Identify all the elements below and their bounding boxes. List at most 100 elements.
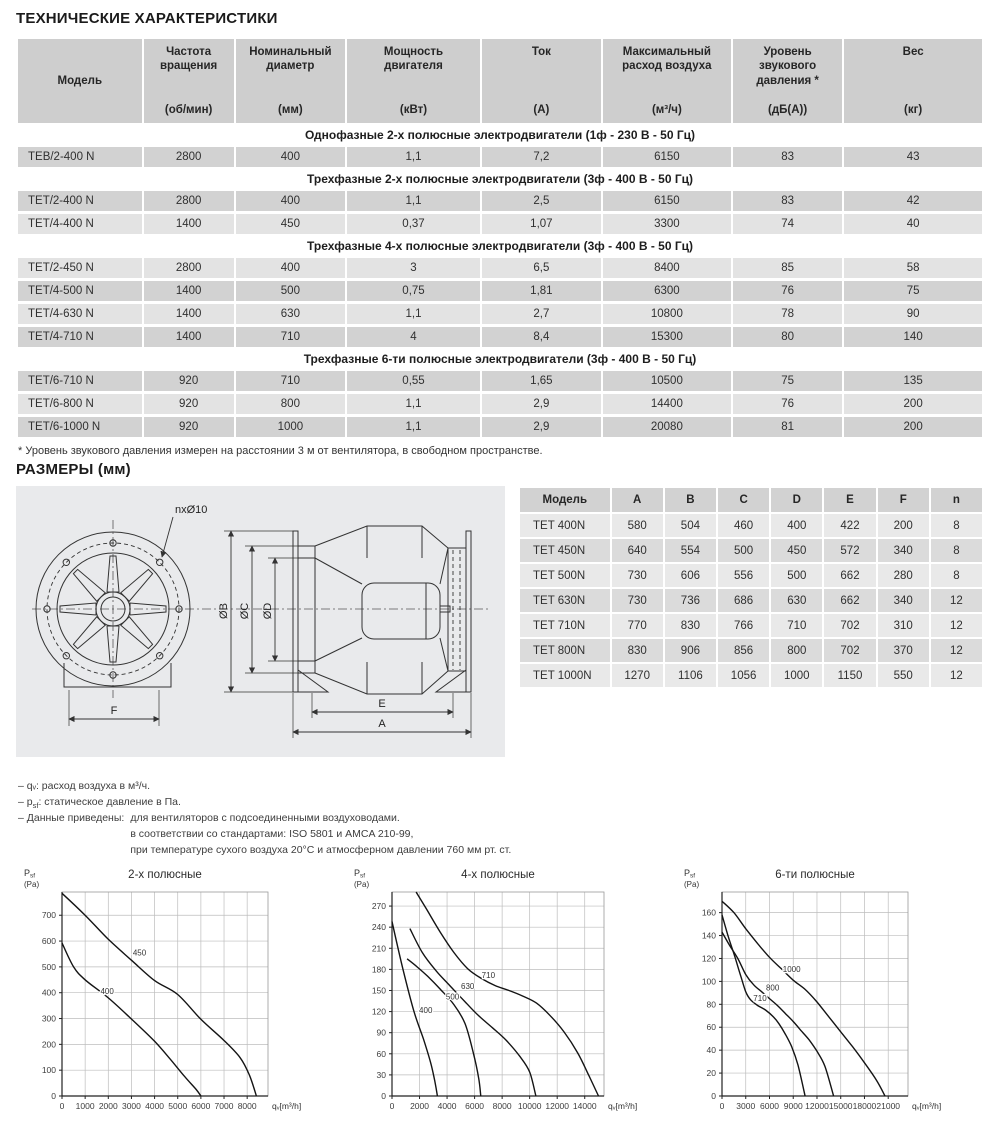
value-cell: 40 xyxy=(844,214,982,234)
svg-text:10000: 10000 xyxy=(518,1101,542,1111)
curve-1000 xyxy=(721,901,886,1097)
value-cell: 340 xyxy=(877,539,929,562)
front-view: nxØ10 F xyxy=(35,504,207,726)
value-cell: 2800 xyxy=(143,147,234,167)
value-cell: 630 xyxy=(771,589,823,612)
value-cell: 12 xyxy=(930,664,982,687)
x-axis-label: qᵥ[m³/h] xyxy=(272,1101,301,1111)
curve-400 xyxy=(61,942,202,1097)
y-axis-unit: (Pa) xyxy=(24,880,39,889)
svg-text:12000: 12000 xyxy=(805,1101,829,1111)
fan-drawing-svg: nxØ10 F xyxy=(32,504,490,738)
spec-row: TET/2-450 N 2800 400 3 6,5 8400 85 58 xyxy=(18,258,982,278)
value-cell: 1,1 xyxy=(347,304,480,324)
value-cell: 1000 xyxy=(235,417,345,437)
y-axis-unit: (Pa) xyxy=(684,880,699,889)
page: ТЕХНИЧЕСКИЕ ХАРАКТЕРИСТИКИ Модель Частота… xyxy=(16,10,984,1128)
value-cell: 42 xyxy=(844,191,982,211)
svg-text:60: 60 xyxy=(707,1023,717,1033)
value-cell: 1400 xyxy=(143,214,234,234)
bolt-holes xyxy=(43,539,183,679)
svg-text:1000: 1000 xyxy=(76,1101,95,1111)
svg-text:100: 100 xyxy=(702,977,716,987)
svg-text:0: 0 xyxy=(390,1101,395,1111)
svg-text:20: 20 xyxy=(707,1068,717,1078)
value-cell: 2800 xyxy=(143,191,234,211)
value-cell: 6300 xyxy=(602,281,731,301)
value-cell: 450 xyxy=(235,214,345,234)
value-cell: 81 xyxy=(733,417,843,437)
svg-text:600: 600 xyxy=(42,936,56,946)
svg-text:0: 0 xyxy=(60,1101,65,1111)
spec-col-header: Ток (А) xyxy=(482,39,601,123)
dims-col-header: B xyxy=(664,488,716,512)
value-cell: 1270 xyxy=(611,664,663,687)
svg-text:4000: 4000 xyxy=(145,1101,164,1111)
dims-col-header: D xyxy=(771,488,823,512)
y-axis-label: Psf xyxy=(354,868,365,880)
dims-col-header: E xyxy=(824,488,876,512)
curve-label-630: 630 xyxy=(461,982,475,991)
svg-text:700: 700 xyxy=(42,911,56,921)
value-cell: 710 xyxy=(771,614,823,637)
curve-label-400: 400 xyxy=(100,987,114,996)
section-title: Однофазные 2-х полюсные электродвигатели… xyxy=(18,126,982,144)
value-cell: 1056 xyxy=(718,664,770,687)
value-cell: 1,1 xyxy=(347,191,480,211)
chart-4-pole: 0 2000 4000 6000 8000 10000 12000 14000 0 30 60 90 1… xyxy=(346,864,668,1128)
x-axis-label: qᵥ[m³/h] xyxy=(912,1101,941,1111)
value-cell: 74 xyxy=(733,214,843,234)
value-cell: 2,7 xyxy=(482,304,601,324)
value-cell: 10500 xyxy=(602,371,731,391)
value-cell: 830 xyxy=(664,614,716,637)
value-cell: 0,37 xyxy=(347,214,480,234)
curve-label-500: 500 xyxy=(446,993,460,1002)
x-axis-label: qᵥ[m³/h] xyxy=(608,1101,637,1111)
section-row: Трехфазные 2-х полюсные электродвигатели… xyxy=(18,170,982,188)
value-cell: 500 xyxy=(771,564,823,587)
curve-label-1000: 1000 xyxy=(783,966,801,975)
page-title: ТЕХНИЧЕСКИЕ ХАРАКТЕРИСТИКИ xyxy=(16,10,278,27)
value-cell: 15300 xyxy=(602,327,731,347)
value-cell: 3 xyxy=(347,258,480,278)
value-cell: 8 xyxy=(930,539,982,562)
value-cell: 460 xyxy=(718,514,770,537)
value-cell: 200 xyxy=(844,417,982,437)
value-cell: 58 xyxy=(844,258,982,278)
value-cell: 80 xyxy=(733,327,843,347)
value-cell: 800 xyxy=(235,394,345,414)
value-cell: 83 xyxy=(733,147,843,167)
spec-row: TEB/2-400 N 2800 400 1,1 7,2 6150 83 43 xyxy=(18,147,982,167)
value-cell: 1,1 xyxy=(347,417,480,437)
value-cell: 140 xyxy=(844,327,982,347)
y-axis-unit: (Pa) xyxy=(354,880,369,889)
spec-footnote: * Уровень звукового давления измерен на … xyxy=(18,445,543,457)
value-cell: 83 xyxy=(733,191,843,211)
dia-c-label: ØC xyxy=(239,603,251,620)
value-cell: 1150 xyxy=(824,664,876,687)
spec-row: TET/4-500 N 1400 500 0,75 1,81 6300 76 75 xyxy=(18,281,982,301)
charts-row: 0 1000 2000 3000 4000 5000 6000 7000 8000 0 100 200… xyxy=(16,864,984,1128)
dims-row: TET 450N 640 554 500 450 572 340 8 xyxy=(520,539,982,562)
value-cell: 662 xyxy=(824,589,876,612)
svg-text:9000: 9000 xyxy=(784,1101,803,1111)
svg-text:6000: 6000 xyxy=(465,1101,484,1111)
curve-710 xyxy=(415,891,600,1097)
curve-800 xyxy=(721,932,835,1097)
value-cell: 422 xyxy=(824,514,876,537)
value-cell: 6150 xyxy=(602,147,731,167)
value-cell: 856 xyxy=(718,639,770,662)
value-cell: 400 xyxy=(235,258,345,278)
value-cell: 736 xyxy=(664,589,716,612)
note-data: – Данные приведены: для вентиляторов с п… xyxy=(18,811,984,858)
svg-text:100: 100 xyxy=(42,1066,56,1076)
value-cell: 8,4 xyxy=(482,327,601,347)
value-cell: 730 xyxy=(611,564,663,587)
value-cell: 6,5 xyxy=(482,258,601,278)
value-cell: 1400 xyxy=(143,304,234,324)
model-cell: TET 800N xyxy=(520,639,610,662)
svg-text:8000: 8000 xyxy=(238,1101,257,1111)
curve-630 xyxy=(409,928,537,1097)
dims-row: TET 630N 730 736 686 630 662 340 12 xyxy=(520,589,982,612)
